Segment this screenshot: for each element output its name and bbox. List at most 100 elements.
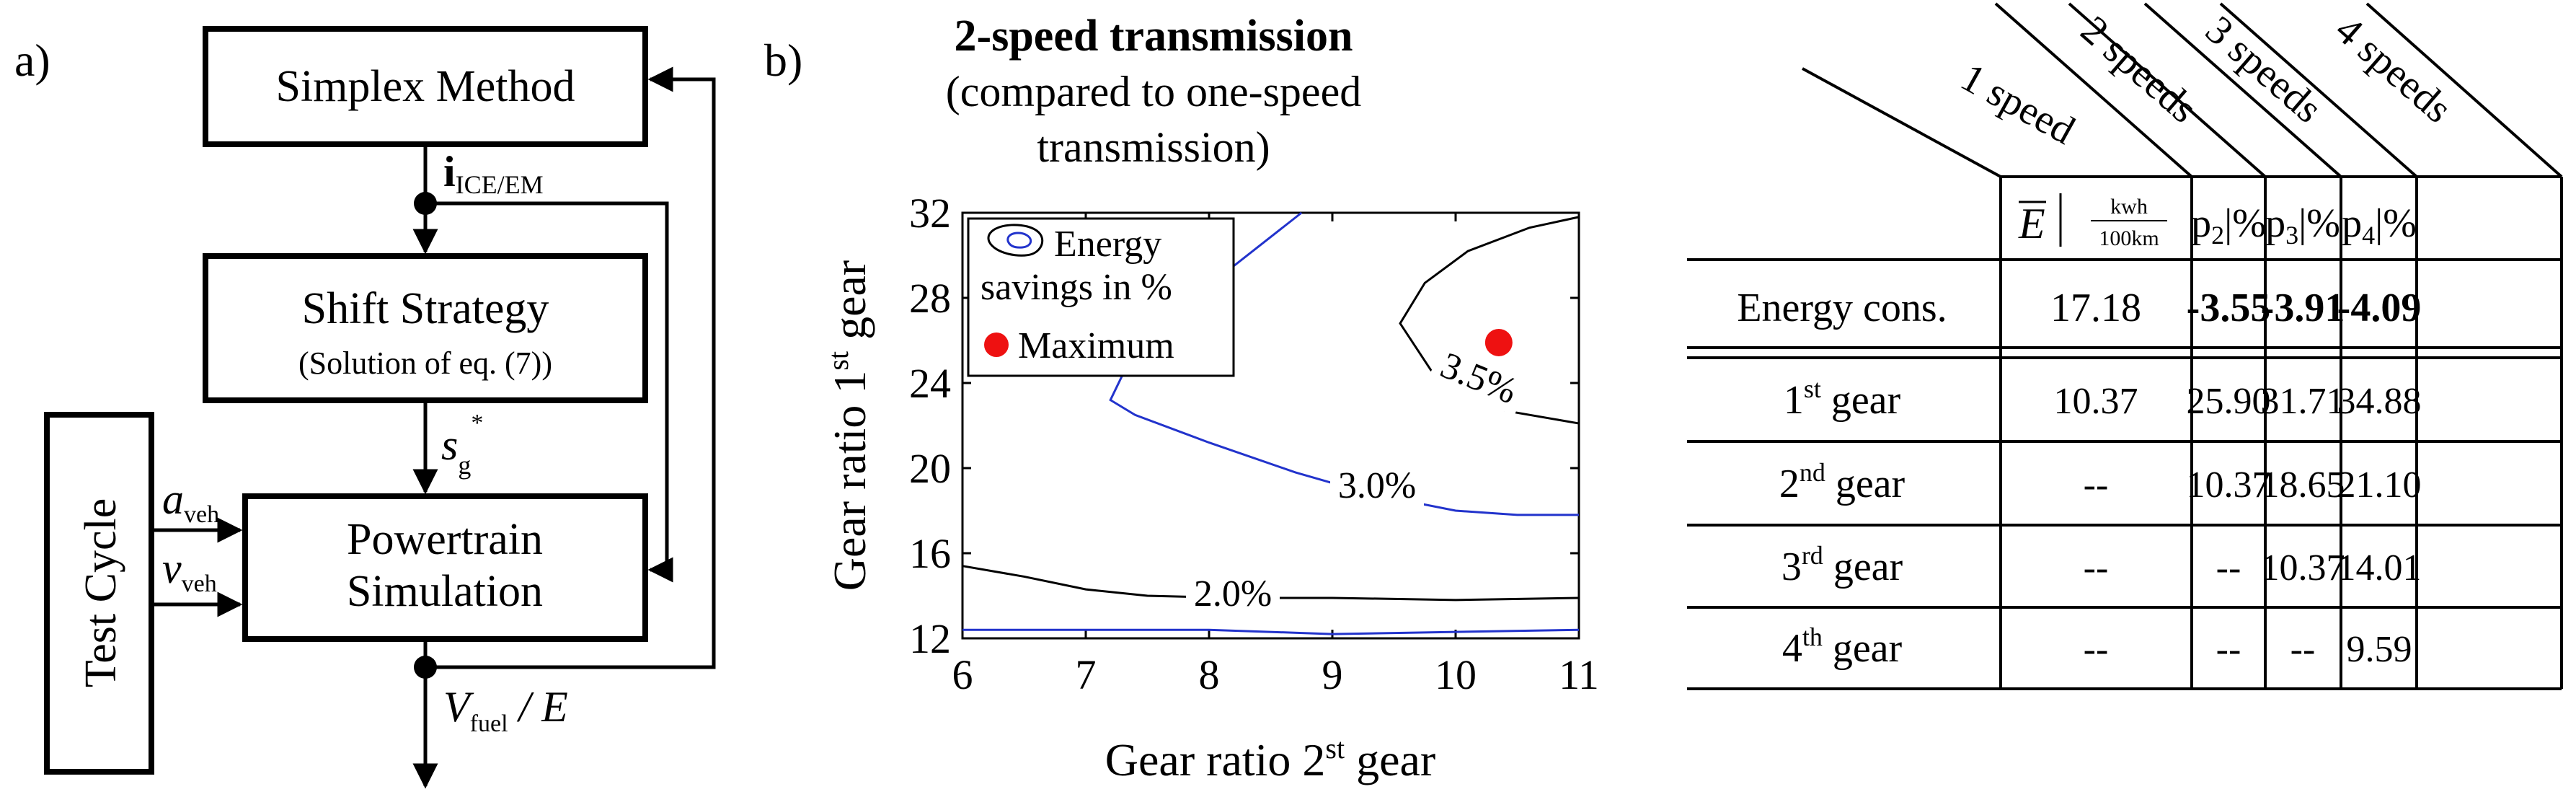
chart-contour-labels: 2.0%3.0%3.5% bbox=[1186, 341, 1531, 615]
cell-gear4-4speeds: 9.59 bbox=[2347, 629, 2412, 670]
legend-maximum-label: Maximum bbox=[1018, 325, 1174, 366]
p3-header: p3|% bbox=[2265, 201, 2340, 250]
simplex-method-label: Simplex Method bbox=[275, 62, 575, 111]
signal-i: iICE/EM bbox=[443, 148, 544, 199]
signal-v-veh: vveh bbox=[162, 545, 217, 597]
row-label-4th-gear: 4th gear bbox=[1782, 622, 1903, 671]
arrow-i-to-powertrain bbox=[425, 201, 673, 583]
x-tick-label: 9 bbox=[1322, 651, 1343, 698]
cell-gear2-1speed: -- bbox=[2084, 464, 2109, 506]
diag-line-outer bbox=[1802, 67, 2001, 178]
panel-b: b) 2-speed transmission (compared to one… bbox=[764, 12, 1599, 785]
x-tick-label: 10 bbox=[1435, 651, 1477, 698]
panel-a-label: a) bbox=[14, 35, 50, 86]
energy-symbol: E bbox=[2018, 200, 2045, 247]
y-tick-label: 12 bbox=[909, 615, 951, 662]
cell-energy-1speed: 17.18 bbox=[2050, 286, 2141, 330]
cell-gear3-3speeds: 10.37 bbox=[2261, 547, 2345, 589]
y-axis-title: Gear ratio 1st gear bbox=[822, 260, 875, 591]
legend-energy-line2: savings in % bbox=[981, 267, 1172, 308]
contour-label-bg bbox=[1427, 341, 1531, 416]
legend-maximum-marker bbox=[984, 333, 1009, 357]
cell-gear4-1speed: -- bbox=[2084, 629, 2109, 670]
contour-label-bg bbox=[1186, 573, 1280, 615]
junction-dot-i bbox=[414, 192, 437, 215]
diag-divider-3 bbox=[2143, 2, 2342, 178]
powertrain-simulation-block bbox=[242, 493, 648, 642]
p4-header: p4|% bbox=[2342, 201, 2417, 250]
cell-gear3-2speeds: -- bbox=[2216, 547, 2241, 589]
cell-gear4-2speeds: -- bbox=[2216, 629, 2241, 670]
x-tick-label: 7 bbox=[1076, 651, 1097, 698]
panel-a: a) Simplex Method Shift Strategy (Soluti… bbox=[14, 26, 716, 789]
chart-title-line3: transmission) bbox=[1037, 123, 1270, 171]
header-3-speeds: 3 speeds bbox=[2197, 7, 2330, 131]
y-tick-label: 28 bbox=[909, 275, 951, 322]
y-tick-label: 24 bbox=[909, 360, 951, 407]
x-axis-title: Gear ratio 2st gear bbox=[1105, 732, 1435, 785]
row-label-3rd-gear: 3rd gear bbox=[1781, 541, 1903, 589]
header-2-speeds: 2 speeds bbox=[2072, 7, 2205, 131]
y-tick-label: 32 bbox=[909, 190, 951, 237]
x-tick-label: 8 bbox=[1199, 651, 1220, 698]
cell-gear3-1speed: -- bbox=[2084, 547, 2109, 589]
x-tick-label: 11 bbox=[1559, 651, 1599, 698]
cell-gear2-4speeds: 21.10 bbox=[2337, 464, 2422, 506]
cell-gear1-4speeds: 34.88 bbox=[2337, 381, 2422, 422]
diag-divider-2 bbox=[2068, 2, 2267, 178]
y-tick-label: 16 bbox=[909, 530, 951, 577]
diag-divider-1 bbox=[1994, 2, 2193, 178]
cell-energy-3speeds: -3.91 bbox=[2261, 286, 2345, 330]
x-tick-label: 6 bbox=[952, 651, 973, 698]
legend-energy-line1: Energy bbox=[1054, 224, 1161, 265]
energy-unit-top: kwh bbox=[2110, 195, 2148, 219]
signal-v-fuel: Vfuel / E bbox=[443, 683, 568, 737]
maximum-point bbox=[1484, 328, 1513, 356]
contour-line-base bbox=[962, 628, 1580, 635]
header-1-speed: 1 speed bbox=[1954, 55, 2082, 153]
shift-strategy-block bbox=[203, 253, 648, 403]
chart-title-line2: (compared to one-speed bbox=[946, 68, 1361, 115]
chart-ticks: 6 7 8 9 10 11 12 16 20 24 28 32 bbox=[909, 190, 1599, 698]
signal-s: sg* bbox=[441, 410, 483, 480]
results-table: 1 speed 2 speeds 3 speeds 4 speeds E kwh bbox=[1687, 2, 2563, 690]
y-tick-label: 20 bbox=[909, 445, 951, 492]
cell-gear4-3speeds: -- bbox=[2290, 629, 2316, 670]
signal-a-veh: aveh bbox=[162, 475, 219, 528]
cell-energy-4speeds: -4.09 bbox=[2337, 286, 2422, 330]
contour-legend-icon bbox=[987, 224, 1044, 257]
test-cycle-label: Test Cycle bbox=[76, 498, 125, 688]
chart-title-line1: 2-speed transmission bbox=[955, 12, 1353, 61]
powertrain-label-line2: Simulation bbox=[347, 567, 543, 616]
junction-dot-output bbox=[414, 656, 437, 679]
row-label-energy-cons: Energy cons. bbox=[1737, 286, 1947, 330]
cell-gear2-2speeds: 10.37 bbox=[2187, 464, 2271, 506]
table-subheader-row: E kwh 100km p2|% p3|% p4|% bbox=[2018, 193, 2417, 250]
cell-gear1-1speed: 10.37 bbox=[2054, 381, 2138, 422]
cell-energy-2speeds: -3.55 bbox=[2187, 286, 2271, 330]
row-label-1st-gear: 1st gear bbox=[1784, 374, 1901, 423]
shift-strategy-title: Shift Strategy bbox=[302, 284, 549, 333]
diag-divider-5 bbox=[2365, 2, 2563, 178]
simplex-method-block bbox=[203, 26, 648, 147]
p2-header: p2|% bbox=[2191, 201, 2266, 250]
row-label-2nd-gear: 2nd gear bbox=[1779, 458, 1906, 506]
contour-label-bg bbox=[1330, 465, 1424, 507]
contour-label: 2.0% bbox=[1194, 573, 1272, 615]
shift-strategy-subtitle: (Solution of eq. (7)) bbox=[298, 345, 552, 381]
cell-gear3-4speeds: 14.01 bbox=[2337, 547, 2422, 589]
energy-unit-bottom: 100km bbox=[2099, 226, 2159, 250]
cell-gear1-3speeds: 31.71 bbox=[2261, 381, 2345, 422]
arrow-feedback-to-simplex bbox=[425, 66, 716, 669]
powertrain-label-line1: Powertrain bbox=[347, 515, 543, 564]
table-grid bbox=[1687, 177, 2563, 690]
contour-label: 3.0% bbox=[1338, 465, 1416, 506]
chart-legend: Energy savings in % Maximum bbox=[967, 217, 1235, 377]
panel-b-label: b) bbox=[764, 35, 802, 86]
cell-gear1-2speeds: 25.90 bbox=[2187, 381, 2271, 422]
diag-divider-4 bbox=[2219, 2, 2418, 178]
cell-gear2-3speeds: 18.65 bbox=[2261, 464, 2345, 506]
table-diagonal-header bbox=[1802, 2, 2563, 178]
